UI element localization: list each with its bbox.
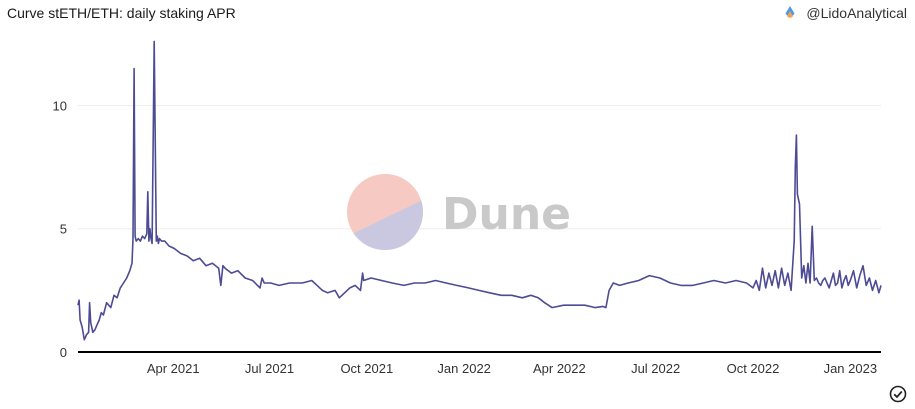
x-tick-label: Jan 2023 (824, 361, 878, 376)
x-tick-label: Oct 2022 (727, 361, 780, 376)
gridlines (78, 104, 881, 230)
lido-drop-icon (784, 5, 796, 21)
dune-watermark: Dune (347, 174, 571, 250)
series-line (77, 40, 882, 341)
watermark-text: Dune (442, 189, 571, 240)
x-tick-label: Apr 2021 (147, 361, 200, 376)
x-tick-label: Jul 2022 (631, 361, 680, 376)
chart-title: Curve stETH/ETH: daily staking APR (7, 5, 236, 21)
x-tick-label: Oct 2021 (340, 361, 393, 376)
x-tick-label: Jul 2021 (245, 361, 294, 376)
y-tick-label: 10 (53, 98, 67, 113)
author-name: @LidoAnalytical (806, 5, 907, 21)
y-tick-label: 5 (60, 222, 67, 237)
author-link[interactable]: @LidoAnalytical (784, 5, 907, 21)
y-tick-label: 0 (60, 345, 67, 360)
x-tick-label: Jan 2022 (437, 361, 491, 376)
y-axis-ticks: 0 5 10 (53, 98, 67, 360)
x-axis-ticks: Apr 2021 Jul 2021 Oct 2021 Jan 2022 Apr 2022… (147, 361, 877, 376)
check-circle-icon[interactable] (889, 385, 907, 403)
x-tick-label: Apr 2022 (533, 361, 586, 376)
